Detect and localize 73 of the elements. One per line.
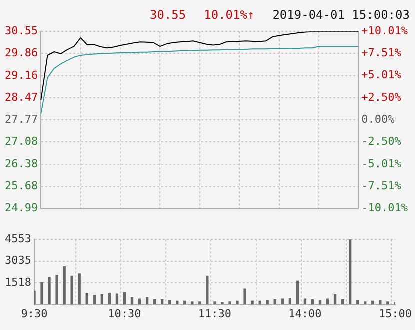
- bar: [123, 292, 126, 305]
- bar: [348, 240, 352, 305]
- bar: [364, 302, 367, 305]
- bar: [78, 274, 81, 305]
- y-tick-label: 24.99: [4, 202, 38, 215]
- bar: [56, 275, 58, 305]
- y-tick-label: 28.47: [4, 90, 38, 104]
- y2-tick-label: -5.01%: [362, 157, 402, 170]
- y-tick-label: 29.86: [4, 46, 38, 60]
- text: 30.55: [150, 8, 186, 22]
- y-tick-label: 27.77: [4, 113, 38, 126]
- y-tick-label: 4553: [4, 232, 32, 246]
- bar: [304, 298, 307, 305]
- x-tick-label: 14:00: [288, 307, 322, 320]
- y-tick-label: 3035: [4, 254, 32, 268]
- bar: [40, 282, 44, 305]
- bar: [63, 266, 66, 305]
- bar: [356, 300, 360, 305]
- bar: [34, 290, 36, 305]
- bar: [48, 277, 51, 305]
- bar: [93, 295, 96, 305]
- bar: [244, 288, 246, 305]
- bar: [334, 294, 337, 305]
- bar: [296, 280, 300, 305]
- bar: [281, 298, 284, 305]
- y-tick-label: 29.16: [4, 68, 38, 82]
- y2-tick-label: +7.51%: [362, 46, 402, 60]
- bar: [198, 302, 202, 305]
- y2-tick-label: +2.50%: [362, 90, 402, 104]
- bar: [266, 300, 269, 305]
- x-tick-label: 9:30: [21, 307, 48, 320]
- bar: [341, 299, 344, 305]
- x-tick-label: 10:30: [108, 307, 142, 320]
- y-tick-label: 1518: [4, 276, 32, 289]
- bar: [221, 302, 224, 305]
- x-tick-label: 15:00: [378, 307, 412, 320]
- bar: [161, 299, 164, 305]
- y-tick-label: 25.68: [4, 180, 38, 193]
- bar: [236, 300, 239, 305]
- y-tick-label: 30.55: [4, 24, 38, 38]
- y2-tick-label: -10.01%: [362, 202, 408, 215]
- bar: [108, 293, 112, 305]
- bar: [214, 302, 216, 305]
- text: 10.01%↑: [204, 8, 255, 22]
- bar: [288, 298, 292, 305]
- y2-tick-label: +5.01%: [362, 68, 402, 82]
- y-tick-label: 26.38: [4, 157, 38, 170]
- bar: [251, 300, 254, 305]
- y-tick-label: 27.08: [4, 135, 38, 148]
- bar: [70, 276, 74, 305]
- bar: [326, 298, 330, 305]
- bar: [130, 297, 134, 305]
- bar: [386, 302, 390, 305]
- bar: [146, 297, 149, 305]
- bar: [153, 299, 156, 305]
- bar: [116, 294, 119, 305]
- bar: [168, 300, 172, 305]
- bar: [206, 276, 209, 305]
- y2-tick-label: 0.00%: [362, 113, 396, 126]
- bar: [138, 298, 142, 305]
- bar: [228, 302, 232, 305]
- bar: [379, 300, 382, 305]
- bar: [318, 300, 322, 305]
- bar: [274, 299, 276, 305]
- bar: [86, 293, 88, 305]
- y2-tick-label: -7.51%: [362, 180, 402, 193]
- bar: [311, 299, 314, 305]
- y2-tick-label: -2.50%: [362, 135, 402, 148]
- chart-title: 2019-04-01 15:00:03: [272, 8, 410, 22]
- bar: [191, 302, 194, 305]
- y2-tick-label: +10.01%: [362, 24, 408, 38]
- bar: [100, 294, 104, 305]
- x-tick-label: 11:30: [198, 307, 232, 320]
